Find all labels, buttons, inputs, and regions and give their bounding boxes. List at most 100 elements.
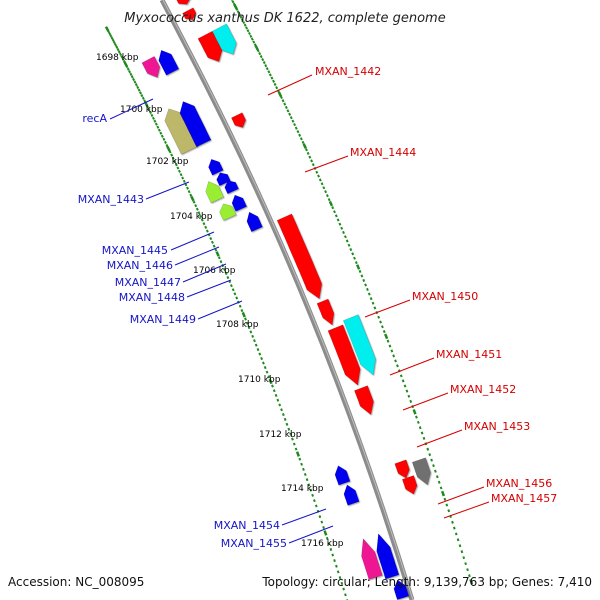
ring-tick bbox=[285, 422, 289, 426]
ring-tick bbox=[256, 348, 260, 352]
gene-label-mxan-1452[interactable]: MXAN_1452 bbox=[450, 383, 516, 396]
kbp-label-1698: 1698 kbp bbox=[96, 53, 139, 63]
gene-label-mxan-1448[interactable]: MXAN_1448 bbox=[119, 291, 185, 304]
cds-mxan-1443b[interactable] bbox=[179, 101, 212, 148]
cds-mxan-1446[interactable] bbox=[216, 172, 231, 187]
gene-label-mxan-1443[interactable]: MXAN_1443 bbox=[78, 193, 144, 206]
cds-mxan-1449[interactable] bbox=[246, 211, 263, 233]
leader-reca bbox=[109, 98, 154, 120]
ring-tick bbox=[377, 315, 381, 319]
cds-mxan-1457[interactable] bbox=[401, 475, 418, 495]
cds-mxan-1456[interactable] bbox=[394, 459, 410, 479]
ring-tick bbox=[434, 469, 437, 473]
ring-tick bbox=[439, 486, 443, 490]
ring-tick bbox=[323, 530, 328, 536]
cds-mxan-1455[interactable] bbox=[343, 484, 360, 506]
ring-tick bbox=[432, 464, 435, 468]
gene-label-mxan-1453[interactable]: MXAN_1453 bbox=[464, 420, 530, 433]
cds-mxan-1452b[interactable] bbox=[342, 314, 376, 376]
cds-reca[interactable] bbox=[158, 49, 180, 76]
ring-tick bbox=[335, 564, 338, 568]
ring-tick bbox=[258, 52, 262, 56]
gene-label-mxan-1456[interactable]: MXAN_1456 bbox=[486, 477, 552, 490]
ring-tick bbox=[289, 116, 293, 120]
gene-label-mxan-1457[interactable]: MXAN_1457 bbox=[491, 492, 557, 505]
ring-tick bbox=[311, 163, 315, 167]
cds-mxan-1442b[interactable] bbox=[211, 23, 237, 55]
cds-mxan-1451[interactable] bbox=[316, 298, 335, 326]
ring-tick bbox=[111, 38, 115, 42]
ring-tick bbox=[189, 193, 193, 197]
gene-label-reca[interactable]: recA bbox=[82, 112, 107, 125]
ring-tick bbox=[329, 547, 333, 552]
cds-mxan-1448b[interactable] bbox=[231, 194, 248, 212]
cds-mxan-1445[interactable] bbox=[208, 158, 224, 176]
ring-tick bbox=[108, 31, 111, 35]
cds-mxan-1444[interactable] bbox=[231, 112, 246, 128]
ring-tick bbox=[195, 207, 199, 211]
cds-magenta-recA[interactable] bbox=[141, 56, 161, 78]
ring-tick bbox=[261, 58, 265, 62]
ring-tick bbox=[141, 96, 145, 100]
gene-label-mxan-1450[interactable]: MXAN_1450 bbox=[412, 290, 478, 303]
ring-tick bbox=[231, 0, 235, 4]
ring-tick bbox=[114, 43, 117, 47]
cds-mxan-1447[interactable] bbox=[205, 181, 225, 204]
cds-mxan-1453[interactable] bbox=[354, 385, 374, 416]
ring-tick bbox=[469, 579, 474, 585]
cds-mxan-1446b[interactable] bbox=[224, 180, 239, 195]
ring-tick bbox=[454, 532, 458, 536]
leader-mxan-1456 bbox=[437, 486, 485, 505]
cds-top-red[interactable] bbox=[176, 0, 191, 5]
gene-label-mxan-1455[interactable]: MXAN_1455 bbox=[221, 537, 287, 550]
ring-tick bbox=[261, 361, 265, 365]
ring-tick bbox=[240, 18, 244, 22]
cds-blue-bottom2[interactable] bbox=[393, 579, 410, 600]
gene-label-mxan-1454[interactable]: MXAN_1454 bbox=[214, 519, 280, 532]
ring-tick bbox=[248, 31, 251, 36]
ring-tick bbox=[451, 520, 454, 524]
accession-text: Accession: NC_008095 bbox=[8, 575, 144, 589]
ring-tick bbox=[390, 349, 394, 353]
ring-tick bbox=[281, 413, 285, 417]
ring-tick bbox=[279, 95, 283, 100]
cds-mxan-1452[interactable] bbox=[327, 324, 361, 386]
cds-blue-bottom[interactable] bbox=[376, 533, 400, 580]
gene-label-mxan-1442[interactable]: MXAN_1442 bbox=[315, 65, 381, 78]
ring-tick bbox=[333, 559, 336, 563]
ring-tick bbox=[147, 108, 151, 112]
gene-label-mxan-1444[interactable]: MXAN_1444 bbox=[350, 146, 416, 159]
cds-mxan-1457b[interactable] bbox=[411, 457, 431, 486]
ring-tick bbox=[358, 269, 362, 273]
cds-mxan-1450[interactable] bbox=[276, 213, 323, 300]
cds-mxan-1441[interactable] bbox=[182, 7, 197, 20]
gene-label-mxan-1447[interactable]: MXAN_1447 bbox=[115, 276, 181, 289]
reverse-leader-lines bbox=[109, 98, 334, 544]
ring-tick bbox=[109, 34, 113, 38]
ring-tick bbox=[162, 137, 166, 141]
gene-label-mxan-1449[interactable]: MXAN_1449 bbox=[130, 313, 196, 326]
ring-tick bbox=[125, 65, 129, 69]
ring-tick bbox=[366, 287, 369, 291]
cds-mxan-1448[interactable] bbox=[219, 203, 237, 221]
ring-tick bbox=[292, 442, 296, 446]
ring-tick bbox=[267, 70, 271, 74]
ring-tick bbox=[268, 73, 272, 77]
ring-tick bbox=[136, 85, 140, 89]
ring-tick bbox=[369, 297, 373, 301]
ring-tick bbox=[210, 240, 214, 244]
gene-label-mxan-1451[interactable]: MXAN_1451 bbox=[436, 348, 502, 361]
ring-tick bbox=[310, 159, 314, 163]
gene-label-mxan-1446[interactable]: MXAN_1446 bbox=[107, 259, 173, 272]
ring-tick bbox=[245, 26, 249, 30]
gene-label-mxan-1445[interactable]: MXAN_1445 bbox=[102, 244, 168, 257]
ring-tick bbox=[308, 155, 312, 159]
ring-tick bbox=[146, 105, 150, 109]
cds-magenta-bottom[interactable] bbox=[361, 538, 383, 580]
ring-tick bbox=[128, 70, 132, 74]
cds-mxan-1454[interactable] bbox=[334, 465, 351, 486]
ring-tick bbox=[181, 176, 185, 180]
ring-tick bbox=[371, 301, 375, 305]
ring-tick bbox=[262, 61, 266, 65]
